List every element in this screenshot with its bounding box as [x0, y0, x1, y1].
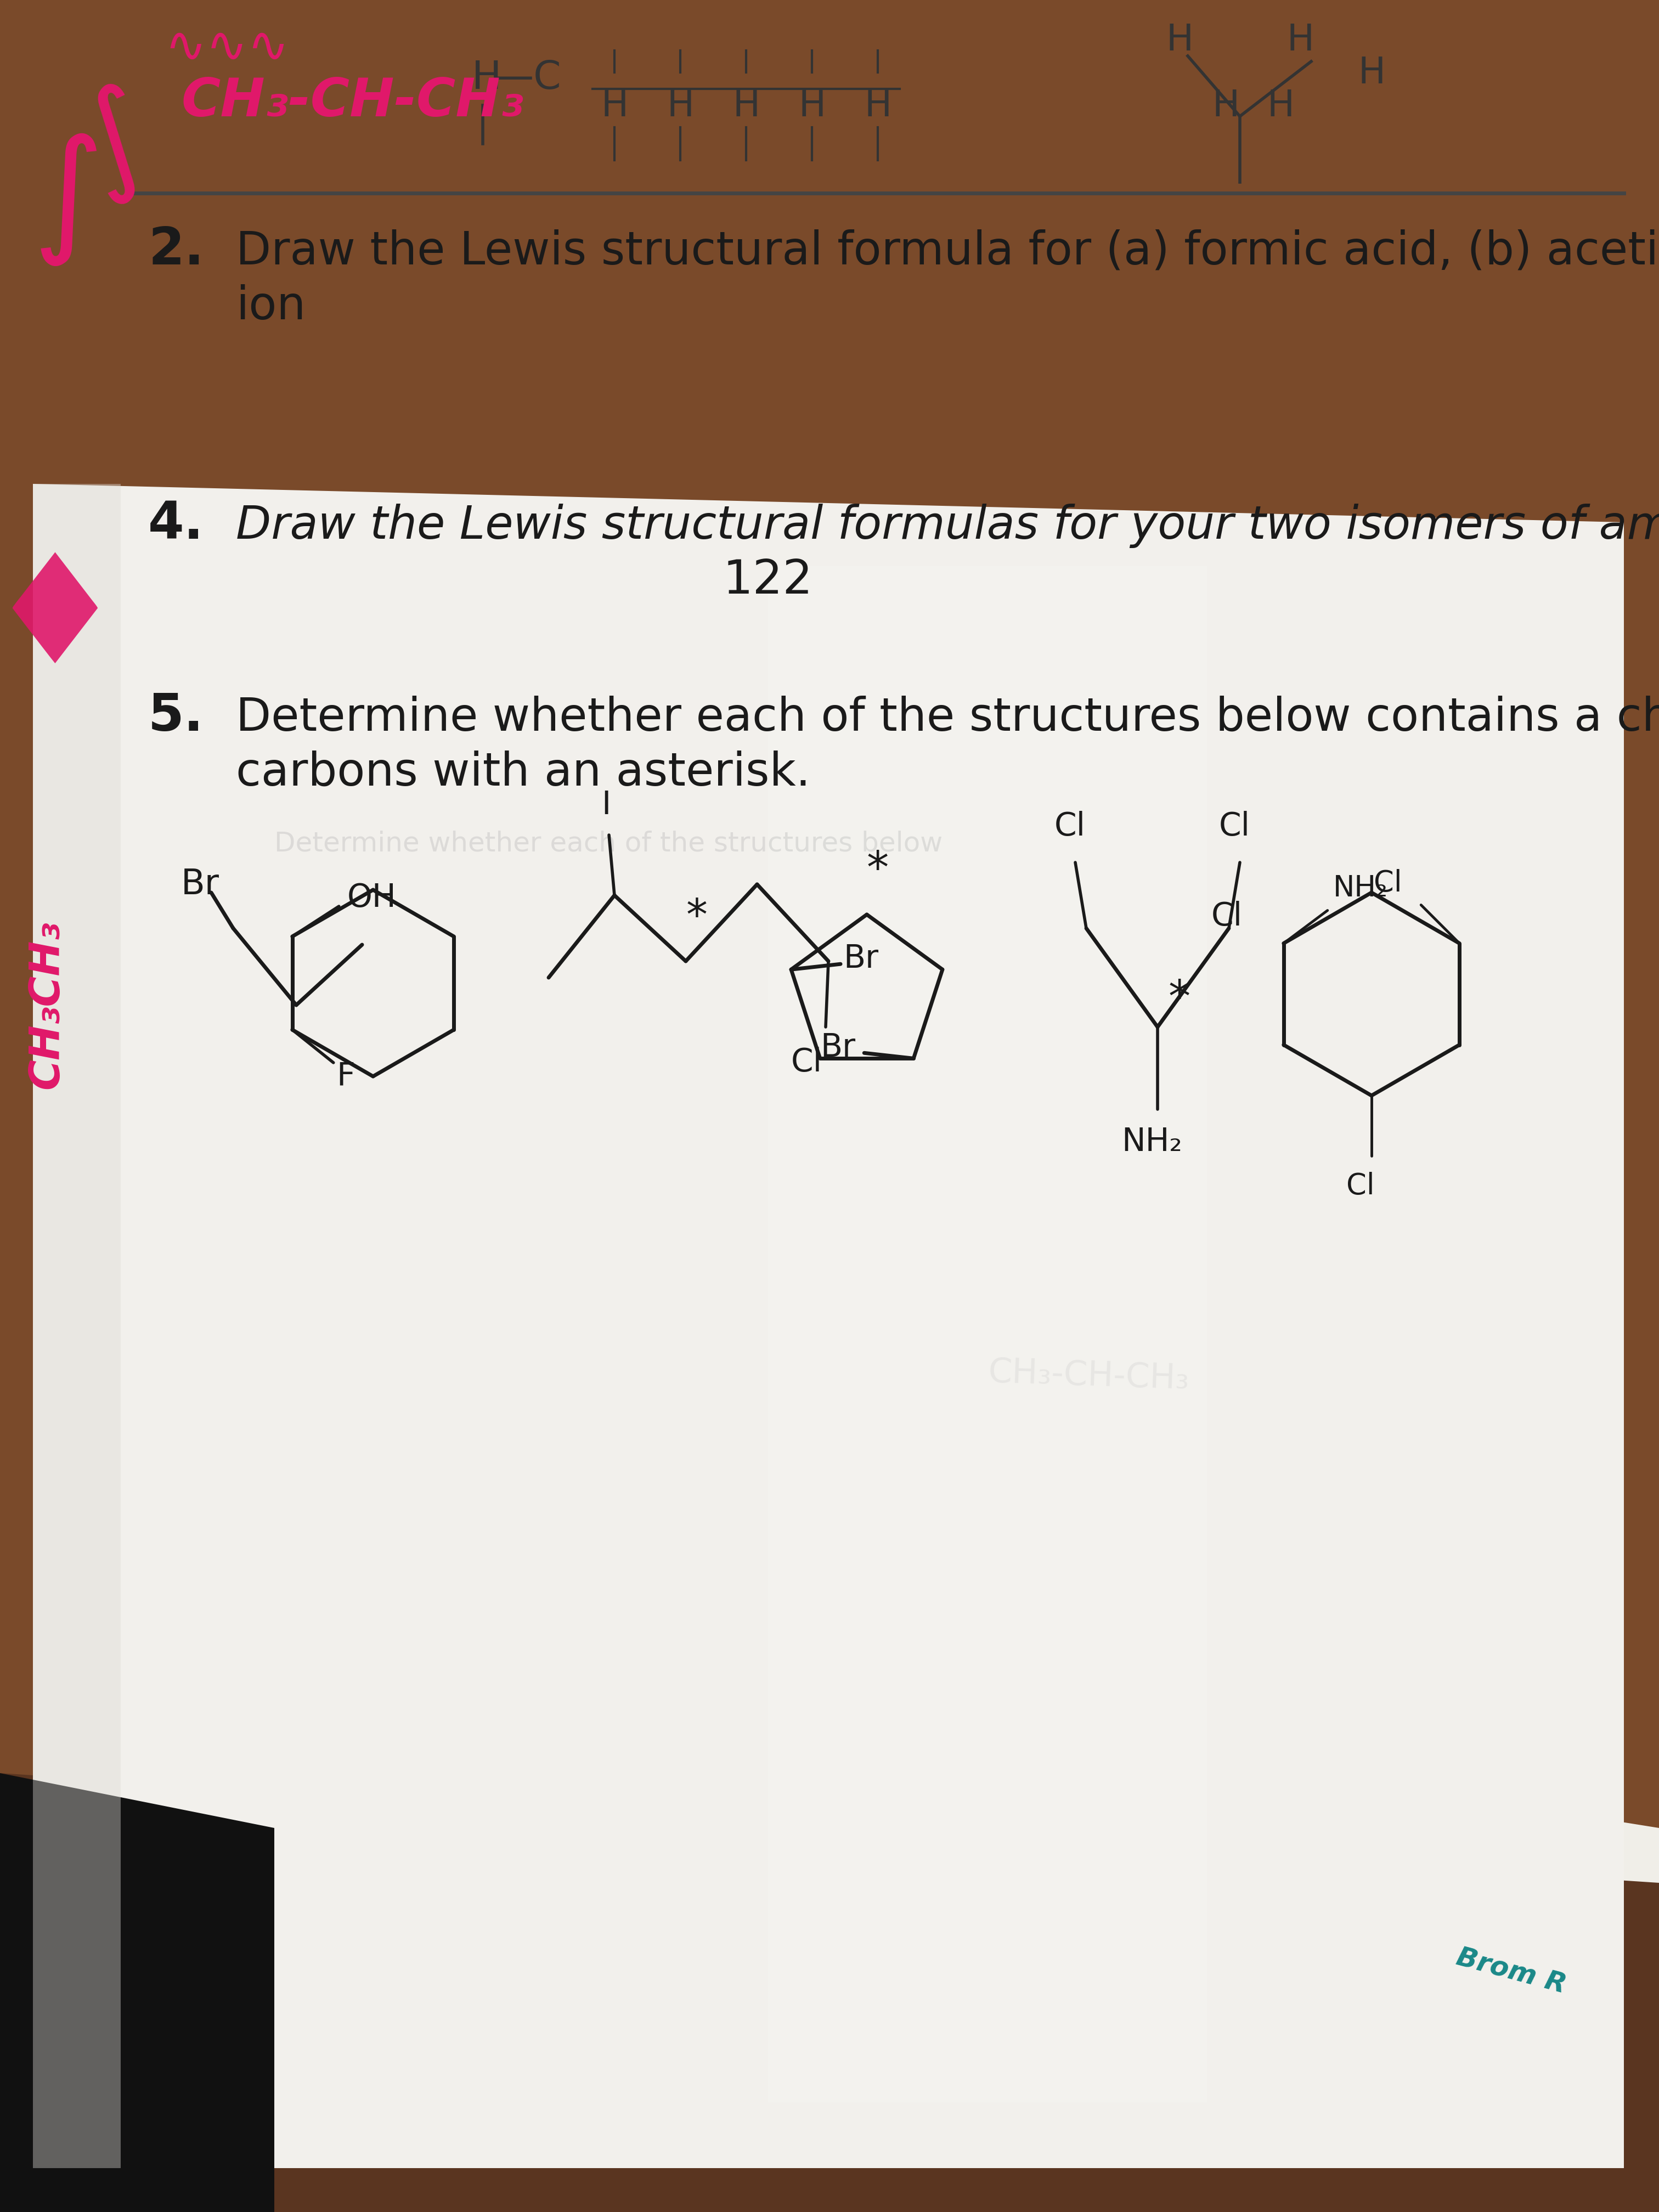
Text: H: H [667, 88, 693, 124]
Text: H: H [601, 88, 629, 124]
Text: Cl: Cl [1219, 812, 1249, 843]
Text: H: H [732, 88, 760, 124]
Text: H: H [798, 88, 826, 124]
Text: H: H [1357, 55, 1385, 91]
Text: Cl: Cl [791, 1046, 823, 1077]
Text: CH₃-CH-CH₃: CH₃-CH-CH₃ [987, 1356, 1190, 1396]
Text: H: H [864, 88, 891, 124]
Text: Cl: Cl [1374, 869, 1402, 898]
Text: ion: ion [236, 283, 305, 330]
Text: 2.: 2. [148, 226, 204, 276]
Text: NH₂: NH₂ [1334, 874, 1389, 902]
Text: Br: Br [843, 942, 879, 973]
Text: Cl: Cl [1347, 1172, 1375, 1201]
Polygon shape [0, 1882, 328, 2212]
Text: 4.: 4. [148, 500, 204, 551]
Text: CH₃CH₃: CH₃CH₃ [27, 920, 66, 1088]
Polygon shape [33, 484, 121, 2168]
Text: 122: 122 [723, 557, 813, 604]
Polygon shape [0, 1774, 1659, 2212]
Polygon shape [33, 484, 1624, 2168]
Text: Brom R: Brom R [1453, 1944, 1569, 1997]
Text: H: H [1286, 22, 1314, 58]
Text: NH₂: NH₂ [1121, 1126, 1183, 1157]
Text: ∫: ∫ [66, 75, 166, 208]
Text: carbons with an asterisk.: carbons with an asterisk. [236, 750, 811, 794]
Text: ∫: ∫ [33, 133, 105, 265]
Text: ∿∿∿: ∿∿∿ [164, 24, 289, 71]
Text: H: H [1166, 22, 1193, 58]
Text: Draw the Lewis structural formulas for your two isomers of aminopropane.: Draw the Lewis structural formulas for y… [236, 504, 1659, 549]
Text: H: H [471, 60, 501, 97]
Text: *: * [1168, 978, 1191, 1022]
Text: Cl: Cl [1211, 900, 1243, 933]
Text: 5.: 5. [148, 690, 204, 741]
Text: Br: Br [181, 867, 219, 900]
Text: I: I [602, 790, 611, 821]
Text: Br: Br [820, 1031, 856, 1064]
Text: *: * [866, 849, 889, 891]
Text: F: F [337, 1062, 355, 1093]
Text: Determine whether each of the structures below: Determine whether each of the structures… [274, 830, 942, 856]
Text: H: H [1267, 88, 1294, 124]
Text: —C: —C [494, 60, 561, 97]
Polygon shape [768, 566, 1208, 2101]
Text: ♦: ♦ [0, 546, 123, 695]
Text: H: H [1213, 88, 1239, 124]
Text: Determine whether each of the structures below contains a chiral carbon.  Mark a: Determine whether each of the structures… [236, 695, 1659, 741]
Text: Cl: Cl [1053, 812, 1085, 843]
Polygon shape [1317, 1774, 1659, 2212]
Text: Draw the Lewis structural formula for (a) formic acid, (b) acetic acid, and (c) : Draw the Lewis structural formula for (a… [236, 230, 1659, 274]
Text: CH₃-CH-CH₃: CH₃-CH-CH₃ [181, 75, 524, 128]
Text: OH: OH [347, 883, 397, 914]
Polygon shape [0, 1774, 274, 2212]
Text: *: * [687, 896, 707, 938]
